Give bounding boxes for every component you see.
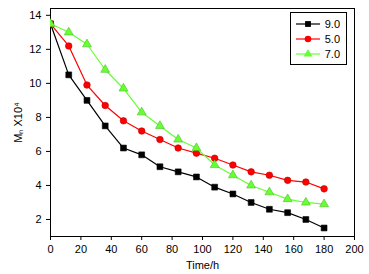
svg-text:140: 140: [254, 243, 272, 255]
svg-text:200: 200: [345, 243, 363, 255]
svg-text:8: 8: [35, 111, 41, 123]
svg-text:10: 10: [29, 77, 41, 89]
html-text:5.0: 5.0: [324, 32, 340, 45]
svg-text:0: 0: [47, 243, 53, 255]
svg-text:80: 80: [166, 243, 178, 255]
svg-text:Mₙ X10⁴: Mₙ X10⁴: [12, 102, 24, 143]
svg-text:40: 40: [105, 243, 117, 255]
svg-text:14: 14: [29, 9, 41, 21]
svg-text:Time/h: Time/h: [186, 259, 219, 271]
svg-text:4: 4: [35, 179, 41, 191]
svg-text:120: 120: [224, 243, 242, 255]
svg-text:100: 100: [193, 243, 211, 255]
svg-text:12: 12: [29, 43, 41, 55]
html-text:7.0: 7.0: [324, 47, 340, 60]
svg-text:6: 6: [35, 145, 41, 157]
svg-text:180: 180: [315, 243, 333, 255]
html-text:9.0: 9.0: [324, 17, 340, 30]
svg-text:2: 2: [35, 213, 41, 225]
svg-text:20: 20: [75, 243, 87, 255]
svg-text:160: 160: [285, 243, 303, 255]
svg-text:60: 60: [136, 243, 148, 255]
